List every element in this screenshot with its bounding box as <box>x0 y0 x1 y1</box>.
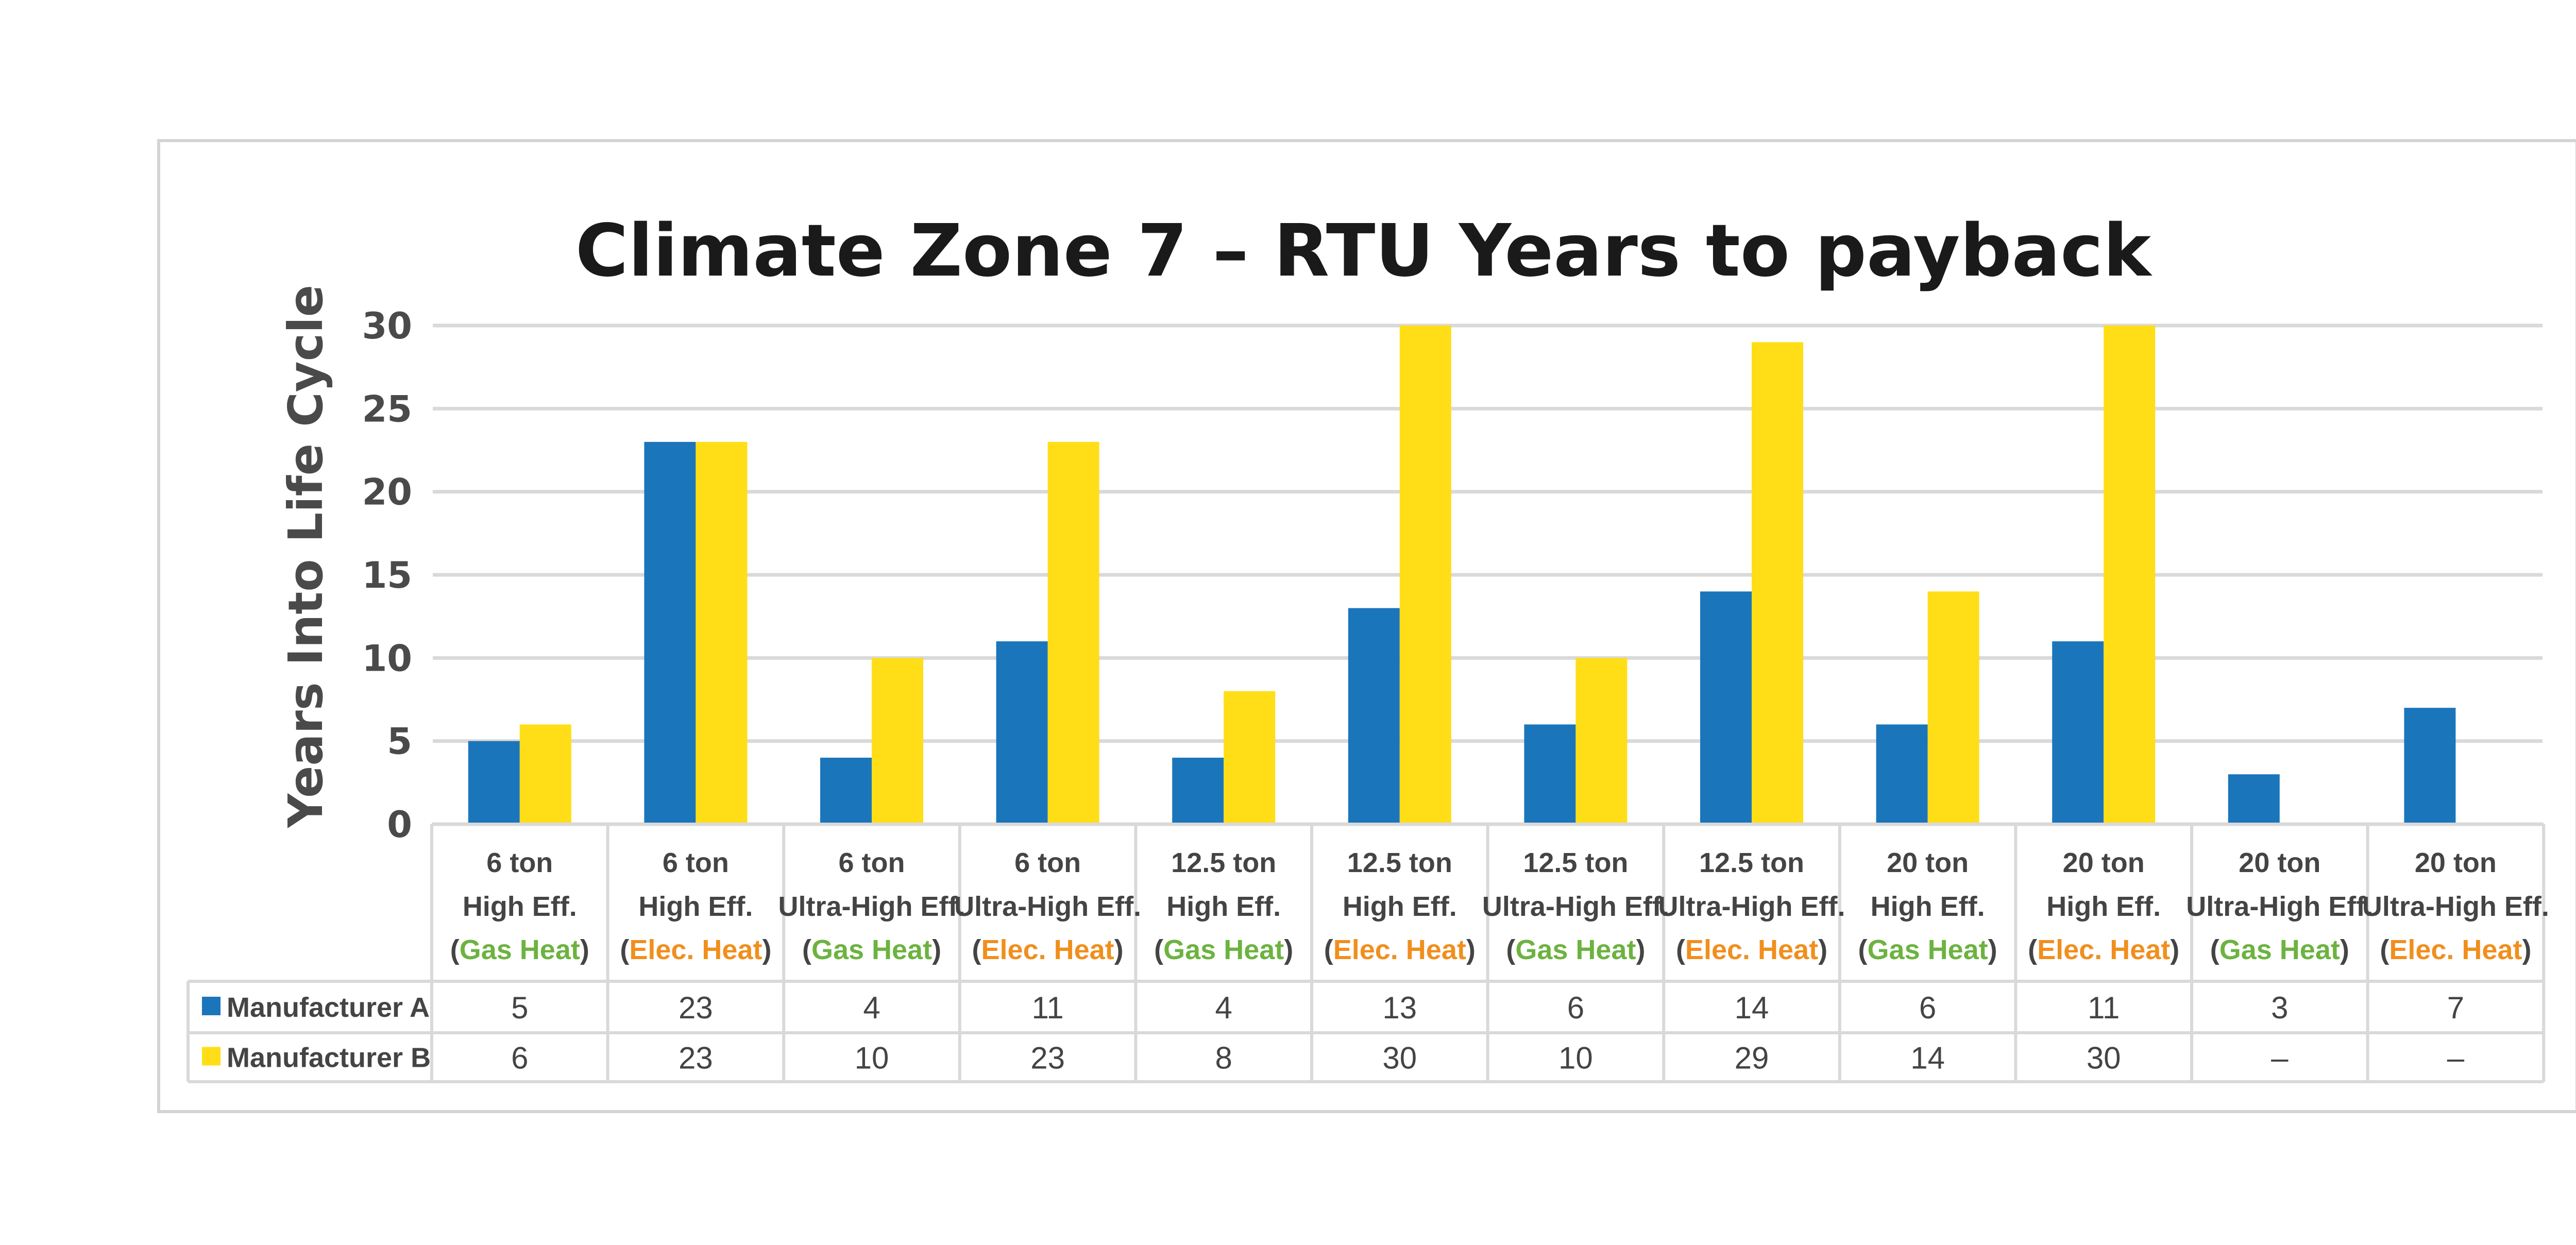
category-efficiency-label: High Eff. <box>2046 891 2161 922</box>
category-efficiency-label: Ultra-High Eff. <box>1658 891 1845 922</box>
y-axis-label: Years Into Life Cycle <box>278 285 333 828</box>
table-value: 7 <box>2447 991 2464 1025</box>
table-value: 13 <box>1382 991 1417 1025</box>
category-efficiency-label: High Eff. <box>638 891 753 922</box>
table-value: 6 <box>511 1041 528 1076</box>
table-value: 4 <box>1215 991 1232 1025</box>
bar-manufacturer-a <box>2052 641 2104 824</box>
category-heat-label: (Elec. Heat) <box>1676 934 1827 965</box>
y-tick-label: 25 <box>362 388 412 430</box>
bar-manufacturer-a <box>1172 757 1224 824</box>
category-efficiency-label: High Eff. <box>1166 891 1281 922</box>
table-value: – <box>2447 1041 2465 1076</box>
category-heat-label: (Gas Heat) <box>2210 934 2349 965</box>
bar-manufacturer-b <box>2104 326 2156 824</box>
category-heat-label: (Elec. Heat) <box>2028 934 2179 965</box>
bar-manufacturer-b <box>872 658 923 824</box>
category-efficiency-label: High Eff. <box>1871 891 1985 922</box>
category-size-label: 12.5 ton <box>1523 847 1628 878</box>
bar-manufacturer-a <box>1348 608 1400 824</box>
legend-swatch <box>202 997 221 1015</box>
category-size-label: 6 ton <box>663 847 729 878</box>
category-efficiency-label: High Eff. <box>1343 891 1457 922</box>
table-value: 30 <box>1382 1041 1417 1076</box>
bar-manufacturer-b <box>1047 441 1099 824</box>
legend-label: Manufacturer B <box>227 1043 431 1073</box>
table-value: 14 <box>1910 1041 1945 1076</box>
category-size-label: 6 ton <box>1014 847 1081 878</box>
category-heat-label: (Gas Heat) <box>450 934 589 965</box>
bar-manufacturer-b <box>1575 658 1628 824</box>
category-size-label: 20 ton <box>2415 847 2497 878</box>
chart-title: Climate Zone 7 – RTU Years to payback <box>575 209 2153 293</box>
bar-manufacturer-b <box>1399 326 1451 824</box>
category-size-label: 12.5 ton <box>1171 847 1276 878</box>
table-value: 14 <box>1735 991 1769 1025</box>
legend-swatch <box>202 1047 221 1066</box>
bar-manufacturer-a <box>644 441 696 824</box>
category-heat-label: (Elec. Heat) <box>2380 934 2531 965</box>
table-value: 29 <box>1735 1041 1769 1076</box>
table-value: 5 <box>511 991 528 1025</box>
category-heat-label: (Gas Heat) <box>802 934 941 965</box>
category-size-label: 20 ton <box>2239 847 2320 878</box>
table-value: 3 <box>2271 991 2288 1025</box>
table-value: 11 <box>2088 991 2120 1025</box>
bar-manufacturer-b <box>1224 691 1276 824</box>
category-heat-label: (Elec. Heat) <box>972 934 1124 965</box>
y-tick-label: 5 <box>387 721 412 763</box>
category-size-label: 6 ton <box>486 847 553 878</box>
category-efficiency-label: High Eff. <box>463 891 577 922</box>
bar-manufacturer-a <box>996 641 1048 824</box>
category-efficiency-label: Ultra-High Eff. <box>954 891 1141 922</box>
bar-manufacturer-a <box>1876 724 1928 824</box>
bar-manufacturer-a <box>1524 724 1576 824</box>
table-value: 8 <box>1215 1041 1232 1076</box>
category-heat-label: (Gas Heat) <box>1506 934 1645 965</box>
table-value: 10 <box>855 1041 889 1076</box>
bars <box>468 326 2456 824</box>
table-value: 23 <box>679 991 713 1025</box>
y-tick-label: 10 <box>362 637 412 679</box>
bar-manufacturer-a <box>468 741 520 824</box>
bar-manufacturer-a <box>1700 591 1752 824</box>
category-size-label: 20 ton <box>2063 847 2145 878</box>
category-efficiency-label: Ultra-High Eff. <box>1482 891 1669 922</box>
bar-manufacturer-b <box>696 441 748 824</box>
y-axis-ticks: 0 5 10 15 20 25 30 <box>362 305 412 846</box>
table-value: 30 <box>2087 1041 2121 1076</box>
y-tick-label: 15 <box>362 554 412 596</box>
category-heat-label: (Elec. Heat) <box>620 934 771 965</box>
table-value: 23 <box>679 1041 713 1076</box>
category-heat-label: (Elec. Heat) <box>1324 934 1476 965</box>
bar-manufacturer-b <box>1752 342 1803 824</box>
y-tick-label: 20 <box>362 471 412 514</box>
table-value: 4 <box>863 991 880 1025</box>
category-size-label: 6 ton <box>839 847 905 878</box>
bar-manufacturer-a <box>2404 708 2456 824</box>
bar-manufacturer-b <box>1927 591 1979 824</box>
category-efficiency-label: Ultra-High Eff. <box>2186 891 2373 922</box>
table-value: 23 <box>1030 1041 1065 1076</box>
y-tick-label: 30 <box>362 305 412 347</box>
y-tick-label: 0 <box>387 804 412 846</box>
category-size-label: 12.5 ton <box>1347 847 1452 878</box>
table-value: – <box>2271 1041 2289 1076</box>
table-value: 6 <box>1567 991 1584 1025</box>
legend-label: Manufacturer A <box>227 992 430 1023</box>
bar-manufacturer-a <box>2228 774 2280 824</box>
data-table: 6 ton High Eff. (Gas Heat) 6 ton High Eff. (E… <box>187 823 2549 1083</box>
category-size-label: 12.5 ton <box>1699 847 1804 878</box>
category-heat-label: (Gas Heat) <box>1858 934 1997 965</box>
bar-manufacturer-b <box>519 724 571 824</box>
category-size-label: 20 ton <box>1887 847 1969 878</box>
category-heat-label: (Gas Heat) <box>1154 934 1293 965</box>
table-value: 6 <box>1919 991 1936 1025</box>
bar-manufacturer-a <box>820 757 872 824</box>
table-value: 11 <box>1031 991 1063 1025</box>
table-value: 10 <box>1558 1041 1593 1076</box>
category-efficiency-label: Ultra-High Eff. <box>778 891 965 922</box>
category-efficiency-label: Ultra-High Eff. <box>2362 891 2549 922</box>
